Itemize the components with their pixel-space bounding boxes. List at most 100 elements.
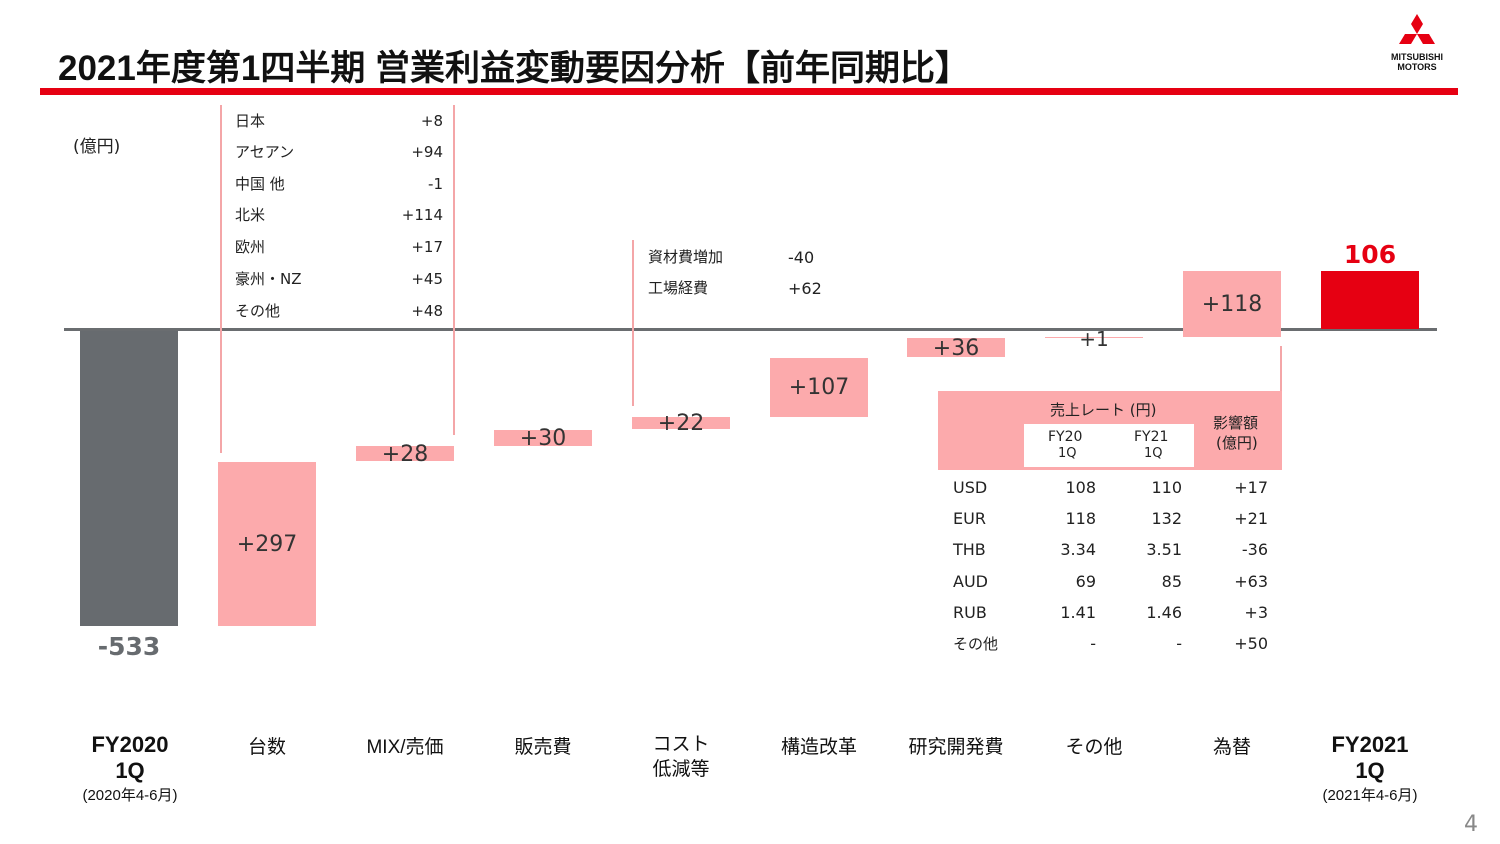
category-fy2021-1q: FY2021 1Q (2021年4-6月) — [1300, 732, 1440, 805]
breakdown-value: +62 — [788, 279, 822, 298]
fx-currency: RUB — [953, 603, 987, 622]
title-underline — [40, 88, 1458, 95]
breakdown-value: +94 — [411, 143, 443, 161]
breakdown-label: 中国 他 — [235, 175, 285, 193]
fx-impact: -36 — [1241, 540, 1268, 559]
breakdown-bracket-left — [220, 105, 222, 453]
breakdown-label: アセアン — [235, 143, 295, 161]
breakdown-label: 北米 — [235, 206, 266, 224]
category-label-line1: FY2021 — [1331, 732, 1409, 757]
fx-rate-fy21: 3.51 — [1146, 540, 1182, 559]
fx-impact: +50 — [1234, 634, 1268, 653]
category-structural-reform: 構造改革 — [780, 737, 857, 758]
category-label-line2: 1Q — [115, 758, 145, 783]
breakdown-bracket-right — [453, 105, 455, 435]
category-cost-reduction: コスト 低減等 — [632, 732, 730, 782]
fx-rate-fy21: 85 — [1161, 572, 1182, 591]
fx-rate-fy20: 69 — [1075, 572, 1096, 591]
breakdown-value: +114 — [401, 206, 443, 224]
fx-header-fy20-q: 1Q — [1058, 446, 1077, 461]
logo-text-line1: MITSUBISHI — [1390, 52, 1443, 62]
category-mix-price: MIX/売価 — [366, 737, 444, 758]
category-label-line1: FY2020 — [91, 732, 169, 757]
cost-breakdown-bracket — [632, 240, 634, 406]
breakdown-value: -40 — [788, 248, 815, 267]
fx-impact: +63 — [1234, 572, 1268, 591]
bar-label-structural-reform: +107 — [788, 375, 850, 400]
bar-fy2021-1q — [1321, 271, 1419, 329]
breakdown-value: -1 — [428, 175, 443, 193]
breakdown-value: +8 — [420, 112, 443, 130]
category-label-sub: (2020年4-6月) — [82, 787, 178, 804]
bar-label-fy2021-1q: 106 — [1343, 240, 1397, 269]
bar-other — [1045, 337, 1143, 338]
category-label-line2: 1Q — [1355, 758, 1385, 783]
bar-label-other: +1 — [1079, 327, 1109, 351]
fx-rate-fy21: 1.46 — [1146, 603, 1182, 622]
fx-rate-fy21: 132 — [1151, 509, 1182, 528]
fx-rate-fy20: 118 — [1065, 509, 1096, 528]
breakdown-value: +48 — [411, 302, 443, 320]
category-fy2020-1q: FY2020 1Q (2020年4-6月) — [60, 732, 200, 805]
fx-currency: AUD — [953, 572, 988, 591]
breakdown-label: 欧州 — [235, 238, 266, 256]
fx-impact: +17 — [1234, 478, 1268, 497]
bar-label-selling-expenses: +30 — [519, 426, 567, 451]
fx-currency: USD — [953, 478, 988, 497]
fx-header-fy20: FY20 — [1048, 429, 1083, 445]
fx-impact: +21 — [1234, 509, 1268, 528]
bar-fy2020-1q — [80, 331, 178, 626]
fx-header-fy21: FY21 — [1134, 429, 1169, 445]
bar-label-rnd: +36 — [932, 336, 980, 361]
mitsubishi-logo: MITSUBISHI MOTORS — [1385, 14, 1449, 80]
logo-text-line2: MOTORS — [1397, 62, 1437, 72]
bar-label-mix-price: +28 — [381, 442, 429, 467]
breakdown-value: +45 — [411, 270, 443, 288]
bar-label-units: +297 — [236, 532, 298, 557]
bar-label-fy2020-1q: -533 — [97, 632, 161, 661]
bar-selling-expenses — [494, 430, 592, 446]
bar-units — [218, 462, 316, 626]
page-number: 4 — [1464, 812, 1478, 837]
zero-axis-line — [64, 328, 1437, 331]
fx-table-subheader-bg — [1024, 424, 1194, 467]
bar-rnd — [907, 338, 1005, 357]
breakdown-label: 豪州・NZ — [235, 270, 302, 288]
category-selling-expenses: 販売費 — [514, 737, 572, 758]
fx-header-impact-unit: (億円) — [1216, 434, 1258, 452]
fx-rate-fy20: 108 — [1065, 478, 1096, 497]
fx-currency: THB — [953, 540, 986, 559]
bar-mix-price — [356, 446, 454, 461]
fx-currency: EUR — [953, 509, 986, 528]
breakdown-value: +17 — [411, 238, 443, 256]
fx-header-impact: 影響額 — [1213, 414, 1259, 432]
fx-rate-fy21: 110 — [1151, 478, 1182, 497]
page-title: 2021年度第1四半期 営業利益変動要因分析【前年同期比】 — [58, 49, 971, 88]
breakdown-label: 工場経費 — [648, 279, 709, 297]
category-label-line2: 低減等 — [652, 759, 710, 780]
bar-cost-reduction — [632, 417, 730, 429]
fx-table-bracket — [1280, 346, 1282, 391]
breakdown-label: 資材費増加 — [648, 248, 724, 266]
fx-currency: その他 — [953, 635, 999, 653]
fx-header-fy21-q: 1Q — [1144, 446, 1163, 461]
units-breakdown: 日本 +8 アセアン +94 中国 他 -1 北米 +114 欧州 +17 豪州… — [235, 110, 445, 325]
three-diamonds-icon — [1399, 14, 1435, 44]
fx-rate-fy21: - — [1176, 634, 1182, 653]
bar-label-fx: +118 — [1201, 292, 1263, 317]
fx-rate-fy20: 1.41 — [1060, 603, 1096, 622]
bar-structural-reform — [770, 358, 868, 417]
category-units: 台数 — [247, 737, 286, 758]
category-other: その他 — [1065, 737, 1123, 758]
cost-breakdown: 資材費増加 -40 工場経費 +62 — [648, 246, 828, 306]
category-label-line1: コスト — [652, 734, 710, 755]
breakdown-label: その他 — [235, 302, 281, 320]
breakdown-label: 日本 — [235, 112, 266, 130]
bar-label-cost-reduction: +22 — [657, 411, 705, 436]
category-rnd: 研究開発費 — [908, 737, 1004, 758]
category-label-sub: (2021年4-6月) — [1322, 787, 1418, 804]
fx-header-rate: 売上レート (円) — [1050, 401, 1157, 419]
category-fx: 為替 — [1212, 737, 1251, 758]
bar-fx — [1183, 271, 1281, 337]
fx-impact: +3 — [1244, 603, 1268, 622]
